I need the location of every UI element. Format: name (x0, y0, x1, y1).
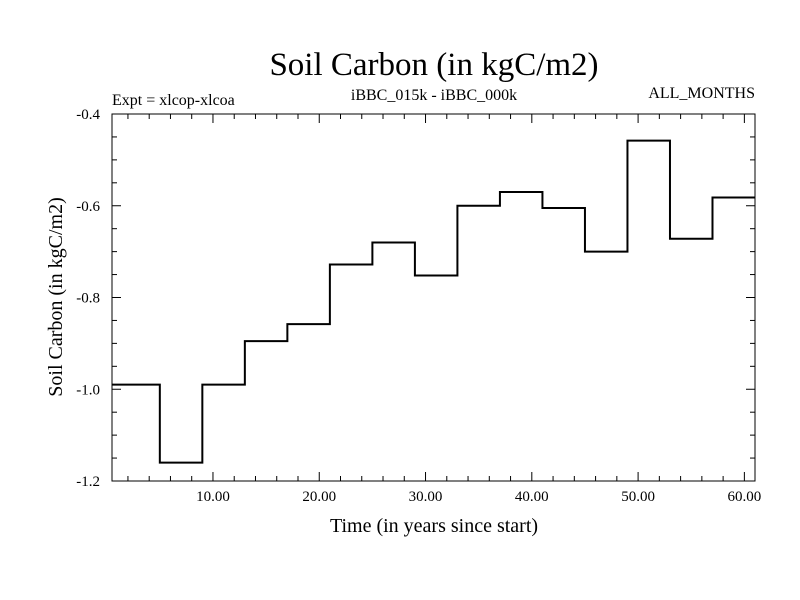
x-tick-label: 20.00 (302, 489, 336, 505)
series-line (112, 139, 755, 464)
y-tick-label: -1.0 (76, 382, 100, 398)
y-tick-label: -0.8 (76, 291, 100, 307)
chart-subtitle-center: iBBC_015k - iBBC_000k (351, 87, 517, 104)
plot-frame (111, 113, 756, 482)
x-tick-label: 50.00 (621, 489, 655, 505)
x-tick-label: 10.00 (196, 489, 230, 505)
axis-ticks (112, 113, 755, 482)
chart-title: Soil Carbon (in kgC/m2) (269, 47, 598, 83)
y-axis-label: Soil Carbon (in kgC/m2) (45, 197, 67, 396)
chart-subtitle-right: ALL_MONTHS (648, 85, 755, 102)
x-tick-label: 60.00 (727, 489, 761, 505)
tick-labels: 10.00 20.00 30.00 40.00 50.00 60.00 -1.2 -1.0 -0… (76, 107, 761, 505)
y-tick-label: -0.4 (76, 107, 100, 123)
x-tick-label: 40.00 (515, 489, 549, 505)
x-axis-label: Time (in years since start) (330, 515, 538, 537)
x-tick-label: 30.00 (409, 489, 443, 505)
series-group (112, 139, 755, 464)
y-tick-label: -1.2 (76, 474, 100, 490)
y-tick-label: -0.6 (76, 199, 100, 215)
chart-subtitle-left: Expt = xlcop-xlcoa (112, 92, 235, 109)
